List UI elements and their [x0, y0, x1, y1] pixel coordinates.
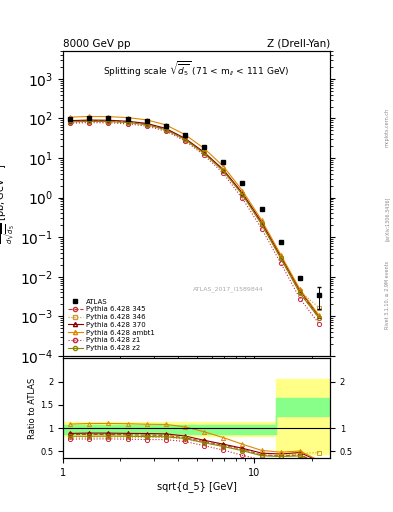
Text: 8000 GeV pp: 8000 GeV pp: [63, 38, 130, 49]
Text: Rivet 3.1.10, ≥ 2.9M events: Rivet 3.1.10, ≥ 2.9M events: [385, 261, 389, 329]
Y-axis label: Ratio to ATLAS: Ratio to ATLAS: [28, 378, 37, 439]
Legend: ATLAS, Pythia 6.428 345, Pythia 6.428 346, Pythia 6.428 370, Pythia 6.428 ambt1,: ATLAS, Pythia 6.428 345, Pythia 6.428 34…: [65, 296, 158, 354]
Text: [arXiv:1306.3436]: [arXiv:1306.3436]: [385, 197, 389, 241]
Text: mcplots.cern.ch: mcplots.cern.ch: [385, 108, 389, 147]
Text: Splitting scale $\sqrt{\overline{d_5}}$ (71 < m$_{ll}$ < 111 GeV): Splitting scale $\sqrt{\overline{d_5}}$ …: [103, 60, 290, 79]
Y-axis label: $\frac{d\sigma}{d\sqrt{\overline{d_5}}}\ \mathrm{[pb,GeV^{-1}]}$: $\frac{d\sigma}{d\sqrt{\overline{d_5}}}\…: [0, 163, 17, 244]
Text: Z (Drell-Yan): Z (Drell-Yan): [267, 38, 330, 49]
X-axis label: sqrt{d_5} [GeV]: sqrt{d_5} [GeV]: [156, 481, 237, 492]
Text: ATLAS_2017_I1589844: ATLAS_2017_I1589844: [193, 286, 264, 292]
